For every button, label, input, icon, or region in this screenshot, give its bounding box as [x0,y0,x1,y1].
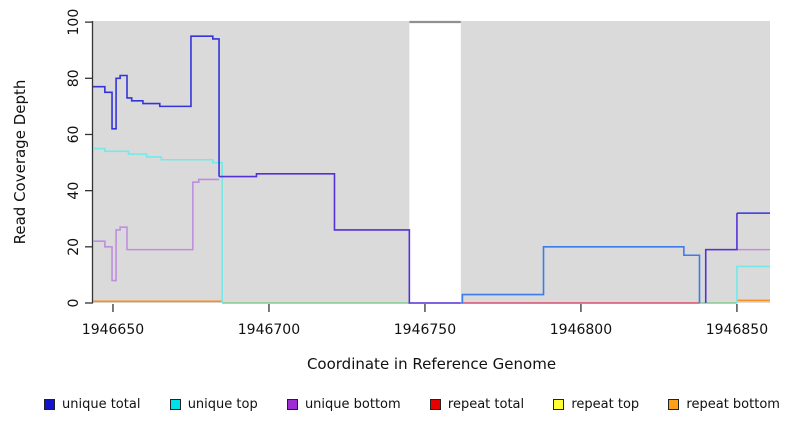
y-axis-title: Read Coverage Depth [11,79,29,245]
svg-text:1946800: 1946800 [550,322,612,338]
svg-text:20: 20 [66,238,82,256]
svg-text:1946650: 1946650 [82,322,144,338]
legend-item-repeat-bottom: repeat bottom [668,397,780,412]
legend-swatch-unique-total [44,399,55,410]
svg-text:80: 80 [66,69,82,87]
svg-text:40: 40 [66,182,82,200]
coverage-chart-canvas: 0 20 40 60 80 100 1946650 1946700 1946750 1946800… [66,9,770,338]
svg-text:100: 100 [66,9,82,36]
legend: unique total unique top unique bottom re… [44,397,780,412]
svg-text:1946700: 1946700 [238,322,300,338]
legend-label-repeat-bottom: repeat bottom [686,397,780,412]
legend-swatch-repeat-total [429,399,441,410]
legend-item-repeat-top: repeat top [553,397,639,412]
legend-item-unique-total: unique total [44,397,140,412]
svg-text:1946850: 1946850 [706,322,768,338]
legend-label-unique-bottom: unique bottom [304,397,401,412]
legend-label-repeat-top: repeat top [571,397,640,412]
svg-text:60: 60 [66,126,82,144]
legend-swatch-repeat-top [553,399,565,410]
x-axis-title: Coordinate in Reference Genome [306,355,557,373]
svg-text:0: 0 [66,299,82,308]
legend-label-unique-top: unique top [187,397,258,412]
legend-swatch-unique-bottom [286,399,298,410]
legend-item-repeat-total: repeat total [429,397,525,412]
legend-swatch-repeat-bottom [668,399,680,410]
legend-item-unique-top: unique top [169,397,258,412]
legend-label-repeat-total: repeat total [447,397,525,412]
legend-item-unique-bottom: unique bottom [286,397,401,412]
legend-label-unique-total: unique total [62,397,141,412]
svg-text:1946750: 1946750 [394,322,456,338]
legend-swatch-unique-top [169,399,181,410]
